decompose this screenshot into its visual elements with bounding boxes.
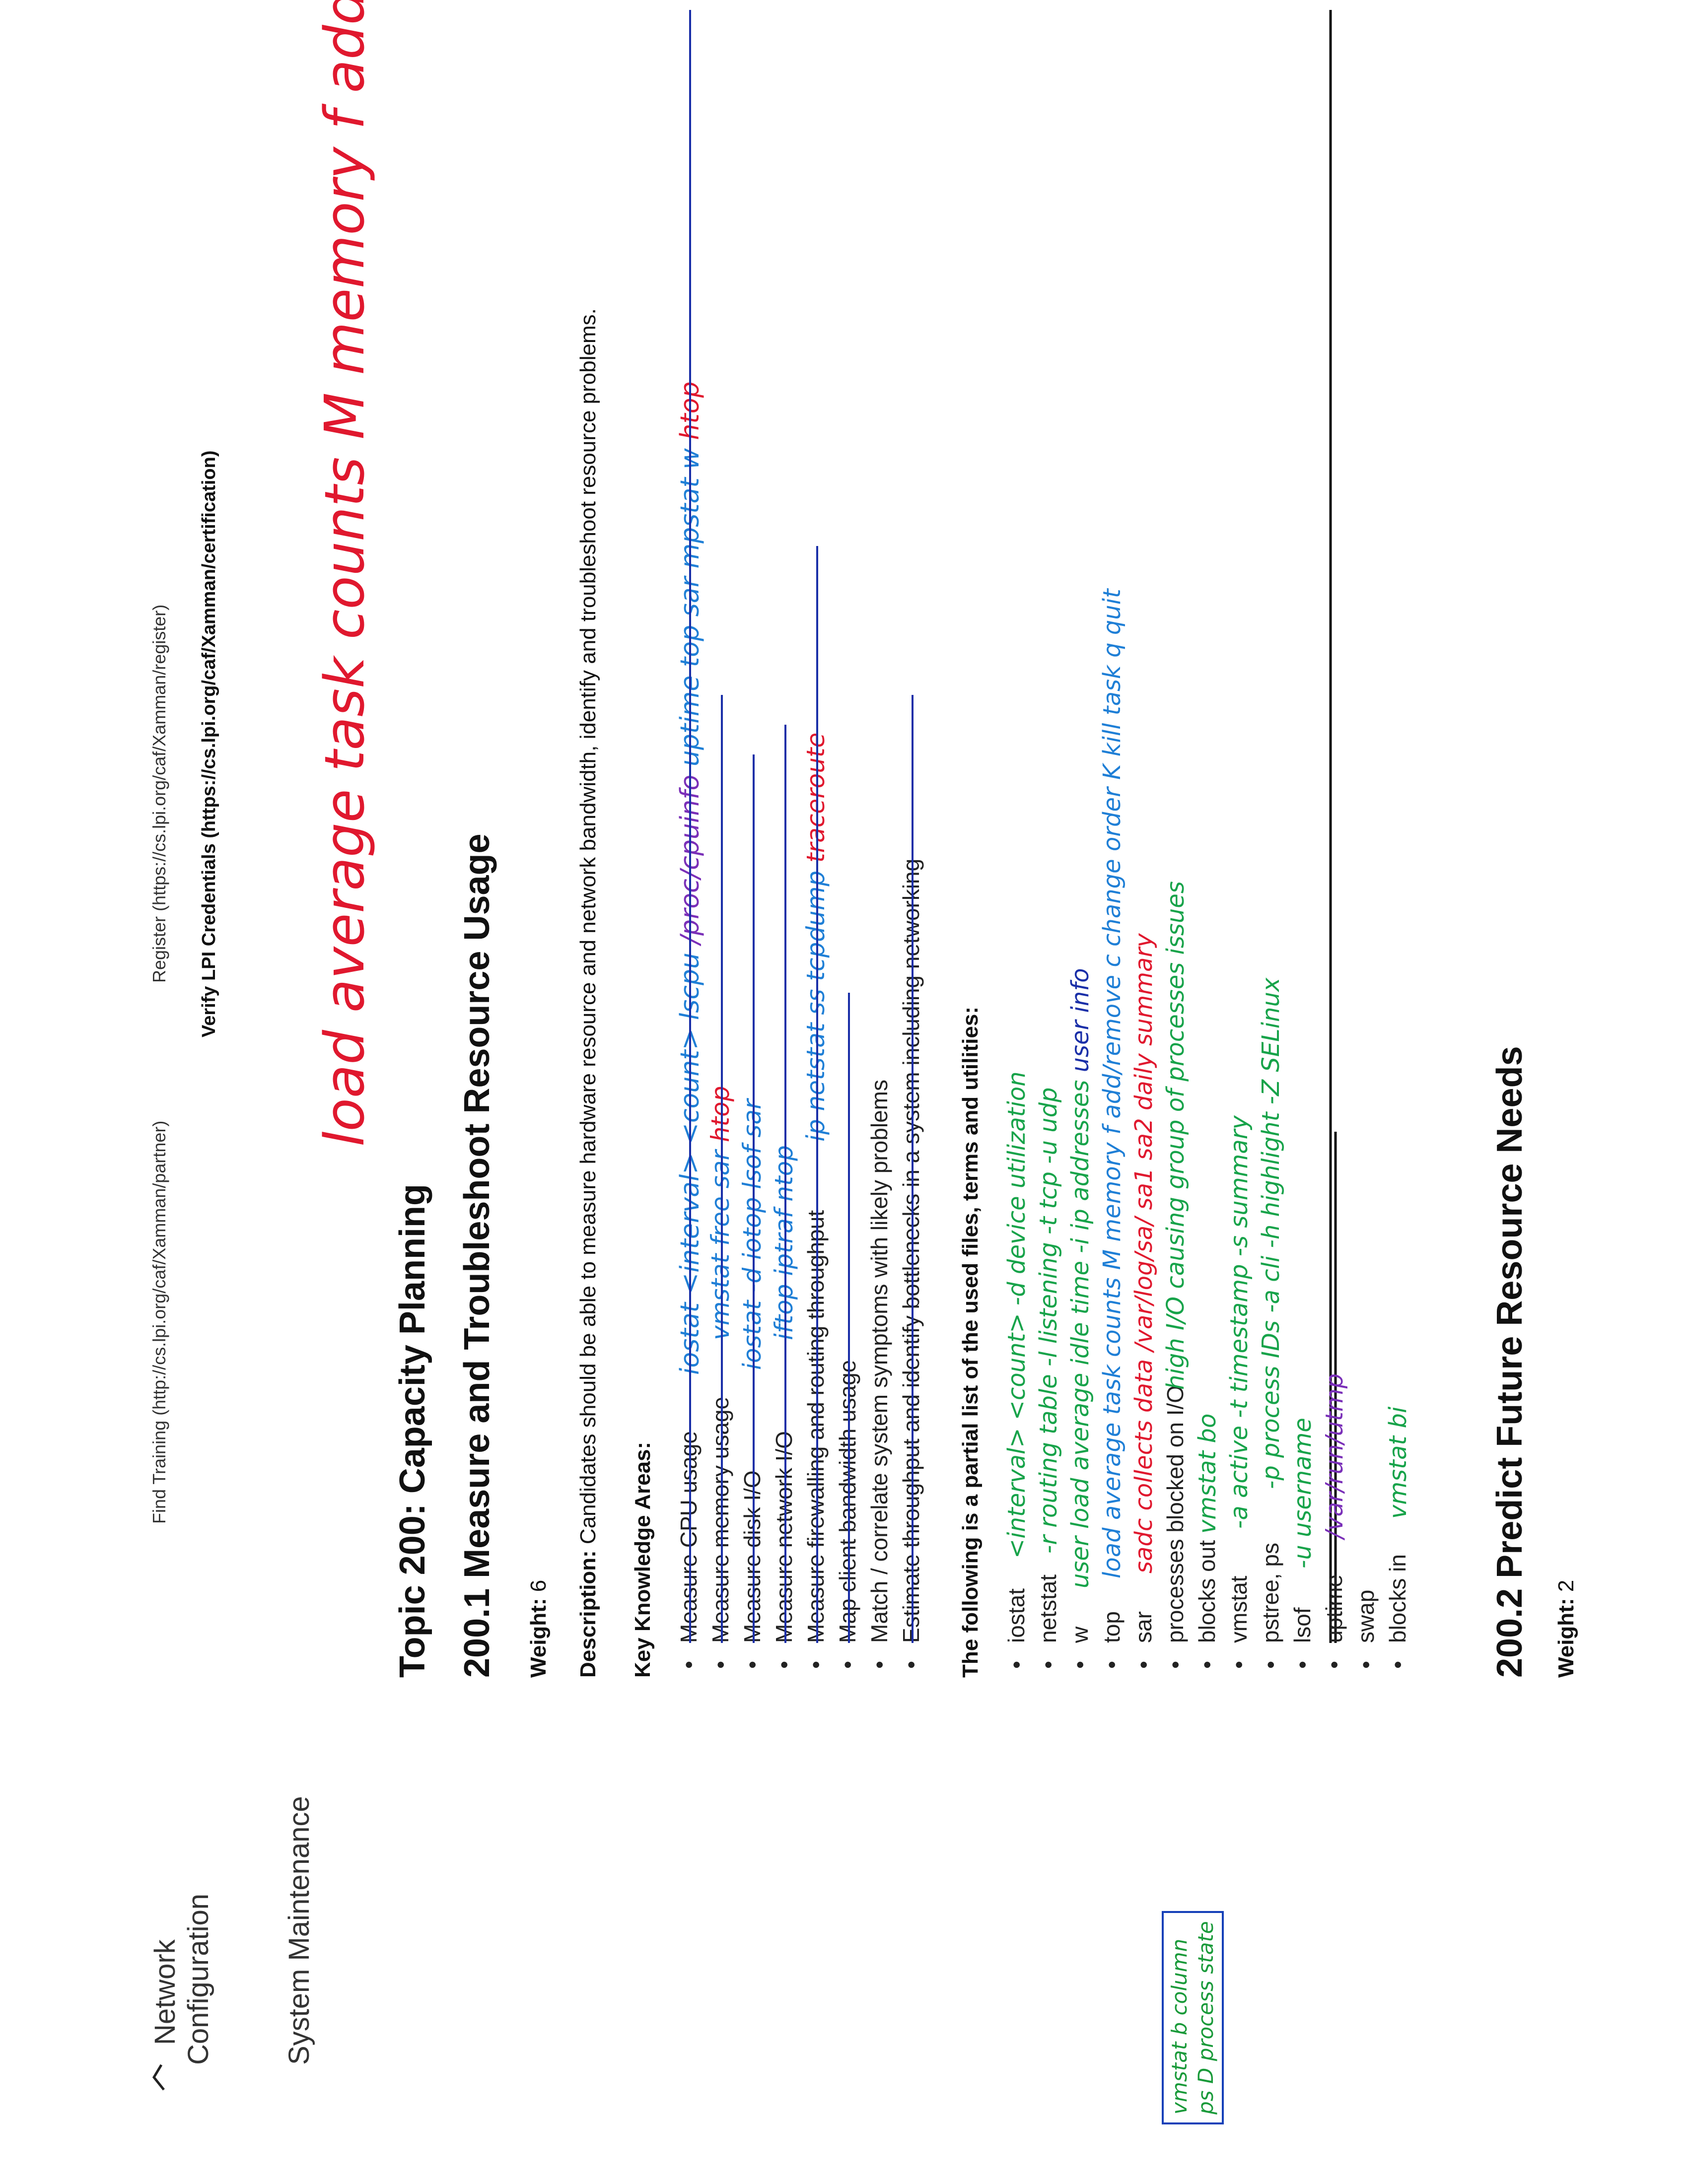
scan-mark-svg	[152, 2064, 165, 2091]
side-note-line2: ps D process state	[1193, 1921, 1218, 2115]
top-note: load average task counts M memory f add/…	[1098, 589, 1126, 1578]
scan-mark	[149, 2062, 169, 2092]
side-note-line1: vmstat b column	[1167, 1938, 1192, 2115]
uptime-note: /var/run/utmp	[1321, 1373, 1348, 1539]
file-item: processes blocked on I/O	[1159, 1385, 1191, 1678]
next-section-title: 200.2 Predict Future Resource Needs	[1490, 1046, 1530, 1678]
file-item: swap	[1350, 1385, 1382, 1678]
blocks-out-note: vmstat bo	[1194, 1413, 1221, 1534]
vmstat-note: -a active -t timestamp -s summary	[1225, 1115, 1253, 1529]
next-weight-value: 2	[1554, 1579, 1578, 1592]
processes-note: high I/O causing group of processes issu…	[1162, 881, 1190, 1390]
netstat-note: -r routing table -l listening -t tcp -u …	[1035, 1087, 1062, 1554]
w-note: user load average idle time -i ip addres…	[1066, 968, 1094, 1588]
files-heading: The following is a partial list of the u…	[958, 1007, 983, 1678]
iostat-note: <interval> <count> -d device utilization	[1003, 1071, 1031, 1559]
w-note-text: user load average idle time -i ip addres…	[1066, 1080, 1094, 1588]
w-note-user-info: user info	[1066, 968, 1094, 1073]
side-note-box: vmstat b column ps D process state	[1162, 1911, 1224, 2124]
lsof-note: -u username	[1289, 1418, 1317, 1569]
sar-note: sadc collects data /var/log/sa/ sa1 sa2 …	[1130, 933, 1158, 1573]
next-weight-label: Weight:	[1554, 1598, 1578, 1678]
blocks-in-note: vmstat bi	[1384, 1406, 1412, 1519]
pstree-note: -p process IDs -a cli -h highlight -Z SE…	[1257, 977, 1285, 1489]
next-section-weight: Weight: 2	[1554, 1580, 1579, 1678]
